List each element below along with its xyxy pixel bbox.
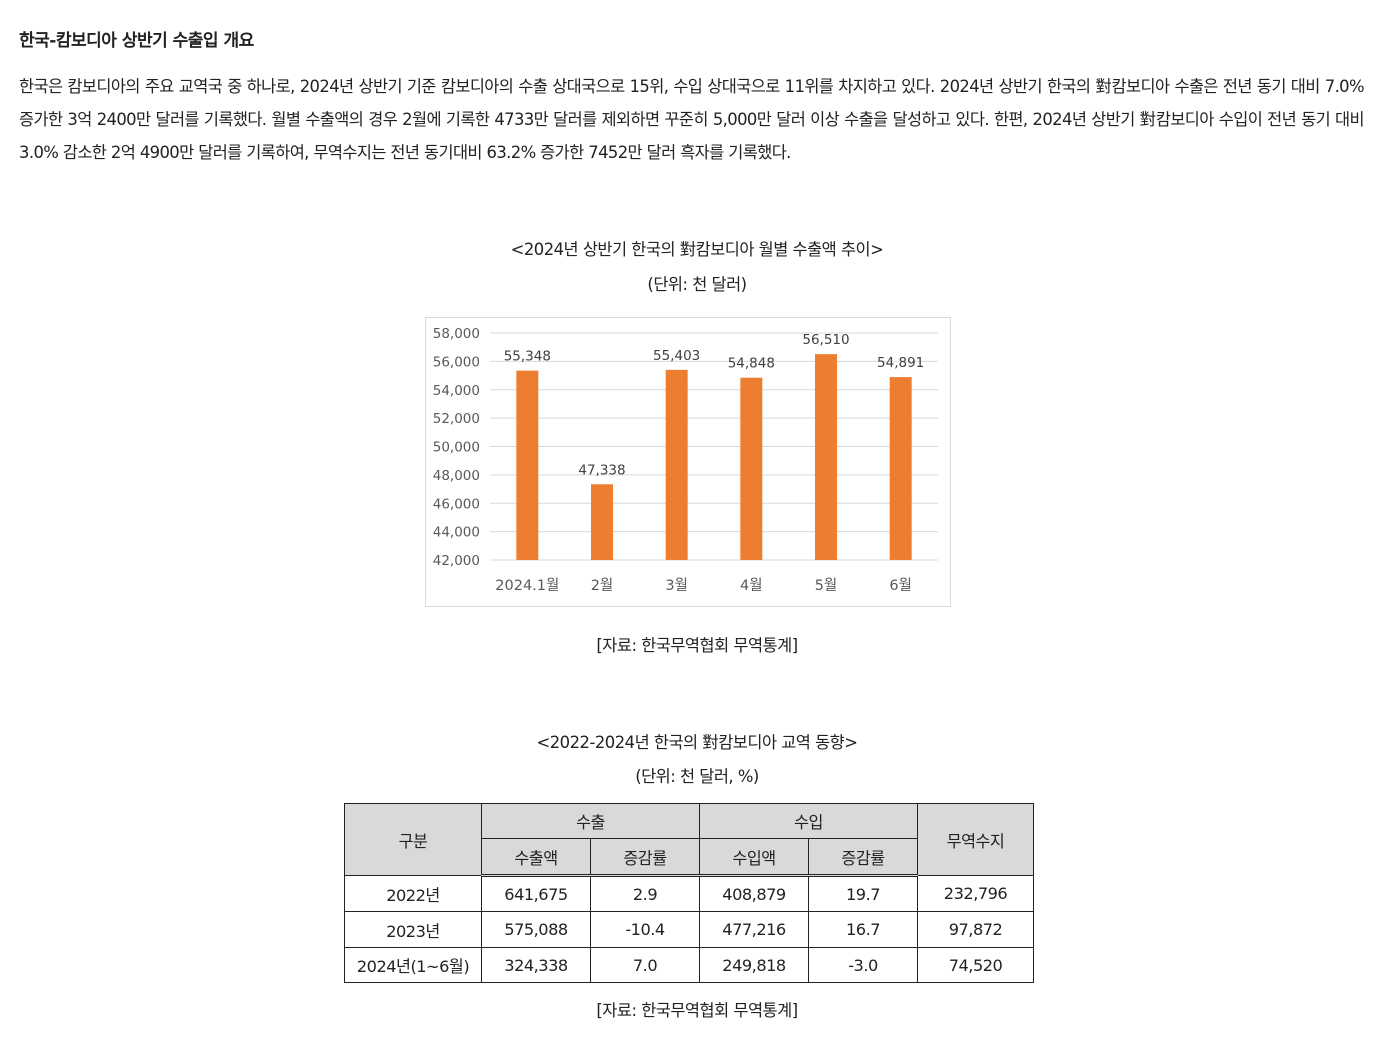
bar <box>665 369 688 560</box>
x-tick-label: 2024.1월 <box>495 577 559 594</box>
cell-import: 477,216 <box>699 911 810 948</box>
table-row: 2024년(1~6월) 324,338 7.0 249,818 -3.0 74,… <box>344 947 1035 983</box>
table-caption: <2022-2024년 한국의 對캄보디아 교역 동향> <box>536 733 859 752</box>
data-label: 54,891 <box>877 355 924 371</box>
cell-balance: 74,520 <box>917 947 1035 983</box>
bar <box>516 370 539 560</box>
chart-source: [자료: 한국무역협회 무역통계] <box>596 636 798 655</box>
intro-paragraph: 한국은 캄보디아의 주요 교역국 중 하나로, 2024년 상반기 기준 캄보디… <box>19 70 1365 169</box>
cell-year: 2024년(1~6월) <box>344 947 482 983</box>
bar-chart-canvas: 42,000 44,000 46,000 48,000 50,000 52,000 54,0… <box>433 326 938 594</box>
y-tick-label: 42,000 <box>433 553 480 569</box>
chart-unit: (단위: 천 달러) <box>647 275 747 294</box>
cell-export-rate: 7.0 <box>589 947 701 983</box>
table-source: [자료: 한국무역협회 무역통계] <box>596 1001 798 1020</box>
section-heading: 한국-캄보디아 상반기 수출입 개요 <box>19 31 254 51</box>
x-tick-label: 6월 <box>889 577 912 594</box>
table-unit: (단위: 천 달러, %) <box>635 767 759 786</box>
x-tick-label: 3월 <box>665 577 688 594</box>
header-export: 수출 <box>480 803 701 839</box>
y-tick-label: 46,000 <box>433 496 480 512</box>
bar <box>740 377 763 560</box>
cell-export-rate: 2.9 <box>589 875 701 912</box>
y-tick-label: 48,000 <box>433 468 480 484</box>
y-tick-label: 52,000 <box>433 411 480 427</box>
bar <box>889 377 912 560</box>
cell-export: 641,675 <box>481 875 591 912</box>
y-tick-label: 44,000 <box>433 525 480 541</box>
data-label: 55,348 <box>504 349 551 365</box>
bar-chart: 42,000 44,000 46,000 48,000 50,000 52,000 54,0… <box>425 317 951 607</box>
header-export-amount: 수출액 <box>481 838 591 877</box>
x-tick-label: 4월 <box>740 577 763 594</box>
paragraph-line-3: 4년 상반기 對캄보디아 수입이 전년 동기 대비 3.0% 감소한 2억 49… <box>19 110 1365 162</box>
cell-import-rate: -3.0 <box>808 947 919 983</box>
header-import-rate: 증감률 <box>808 838 919 877</box>
x-tick-label: 2월 <box>591 577 614 594</box>
table-row: 2022년 641,675 2.9 408,879 19.7 232,796 <box>344 875 1035 912</box>
data-label: 54,848 <box>728 356 775 372</box>
trade-table: 구분 수출 수입 무역수지 수출액 증감률 수입액 증감률 2022년 641,… <box>344 803 1035 983</box>
table-row: 2023년 575,088 -10.4 477,216 16.7 97,872 <box>344 911 1035 948</box>
y-tick-label: 58,000 <box>433 326 480 342</box>
header-balance: 무역수지 <box>917 803 1035 876</box>
cell-export: 324,338 <box>481 947 591 983</box>
bar <box>815 354 837 560</box>
cell-export: 575,088 <box>481 911 591 948</box>
chart-caption: <2024년 상반기 한국의 對캄보디아 월별 수출액 추이> <box>510 240 884 259</box>
header-import-amount: 수입액 <box>699 838 810 877</box>
bar <box>591 484 613 560</box>
data-label: 55,403 <box>653 348 700 364</box>
paragraph-line-2: 은 전년 동기 대비 7.0% 증가한 3억 2400만 달러를 기록했다. 월… <box>19 77 1365 129</box>
y-tick-label: 50,000 <box>433 440 480 456</box>
paragraph-line-1: 한국은 캄보디아의 주요 교역국 중 하나로, 2024년 상반기 기준 캄보디… <box>19 77 1204 96</box>
y-tick-label: 54,000 <box>433 383 480 399</box>
cell-export-rate: -10.4 <box>589 911 701 948</box>
y-tick-label: 56,000 <box>433 354 480 370</box>
cell-import-rate: 19.7 <box>808 875 919 912</box>
cell-year: 2022년 <box>344 875 482 912</box>
header-export-rate: 증감률 <box>589 838 701 877</box>
cell-balance: 97,872 <box>917 911 1035 948</box>
cell-import: 408,879 <box>699 875 810 912</box>
data-label: 56,510 <box>802 332 849 348</box>
header-import: 수입 <box>699 803 919 839</box>
x-tick-label: 5월 <box>815 577 838 594</box>
cell-import: 249,818 <box>699 947 810 983</box>
header-category: 구분 <box>344 803 482 876</box>
cell-balance: 232,796 <box>917 875 1035 912</box>
cell-import-rate: 16.7 <box>808 911 919 948</box>
data-label: 47,338 <box>578 462 625 478</box>
cell-year: 2023년 <box>344 911 482 948</box>
